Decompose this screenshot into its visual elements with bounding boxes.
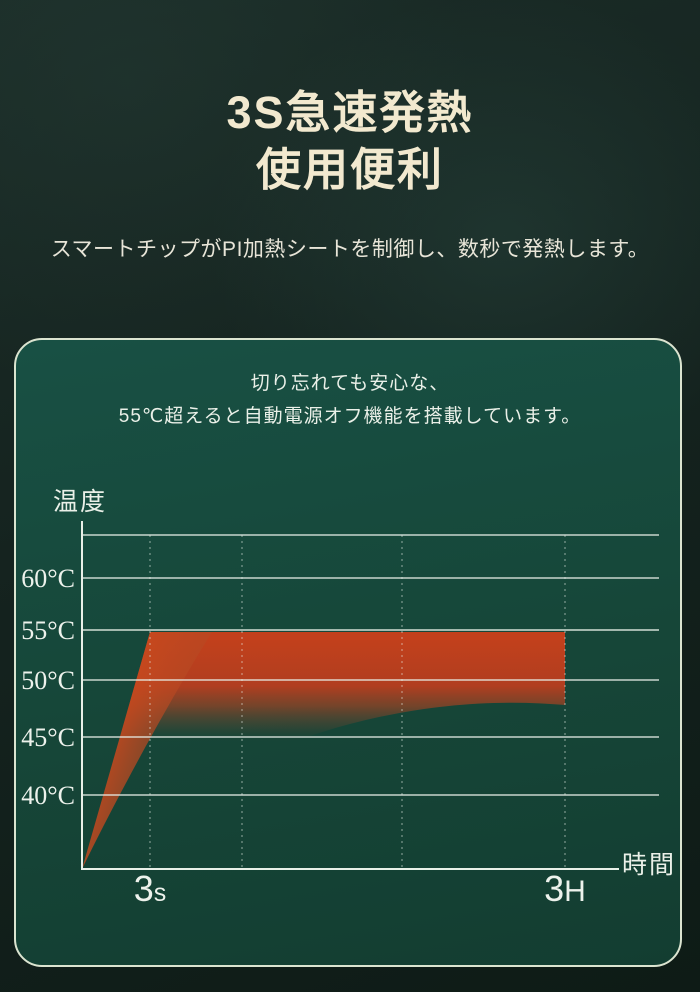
description-text: スマートチップがPI加熱シートを制御し、数秒で発熱します。	[50, 238, 650, 261]
safety-feature-card	[14, 338, 682, 967]
page-title: 3S急速発熱 使用便利	[0, 84, 700, 198]
title-line-1: 3S急速発熱	[226, 87, 474, 138]
card-note-line-1: 切り忘れても安心な、	[250, 373, 450, 394]
title-line-2: 使用便利	[255, 144, 444, 195]
card-note-line-2: 55℃超えると自動電源オフ機能を搭載しています。	[118, 406, 582, 427]
